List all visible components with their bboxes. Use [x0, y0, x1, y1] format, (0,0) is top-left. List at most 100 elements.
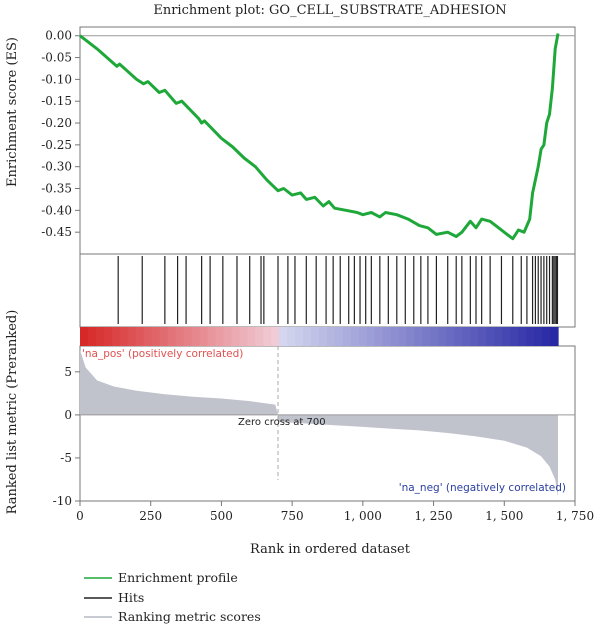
x-axis: 0 250 500 750 1, 000 1, 250 1, 500 1, 750	[76, 501, 594, 523]
heat-segment	[231, 327, 240, 346]
heat-segment	[151, 327, 161, 346]
es-y-tick-label: -0.45	[41, 225, 72, 239]
heat-segment	[430, 327, 440, 346]
heat-segment	[358, 327, 368, 346]
heat-segment	[223, 327, 232, 346]
es-y-tick-label: -0.40	[41, 203, 72, 217]
heat-segment	[87, 327, 97, 346]
heat-segment	[390, 327, 400, 346]
heat-segment	[502, 327, 511, 346]
rank-y-tick-label: 5	[64, 365, 72, 379]
heat-segment	[319, 327, 328, 346]
heat-segment	[326, 327, 336, 346]
heat-segment	[119, 327, 129, 346]
heat-segment	[135, 327, 145, 346]
heat-segment	[287, 327, 296, 346]
heat-segment	[342, 327, 352, 346]
heat-segment	[207, 327, 217, 346]
heat-segment	[303, 327, 312, 346]
x-tick-label: 750	[281, 509, 304, 523]
heat-segment	[95, 327, 105, 346]
x-tick-label: 0	[76, 509, 84, 523]
heat-segment	[159, 327, 169, 346]
heat-segment	[510, 327, 519, 346]
heat-segment	[486, 327, 495, 346]
heat-segment	[446, 327, 456, 346]
heat-segment	[526, 327, 535, 346]
ranked-metric-series	[80, 346, 575, 497]
heat-segment	[494, 327, 503, 346]
heat-segment	[80, 327, 89, 346]
heat-segment	[478, 327, 487, 346]
heat-segment	[350, 327, 360, 346]
es-y-axis: 0.00 -0.05 -0.10 -0.15 -0.20 -0.25 -0.30 -0.35 -…	[41, 29, 575, 239]
heat-segment	[382, 327, 392, 346]
heat-segment	[398, 327, 408, 346]
heat-segment	[374, 327, 384, 346]
heat-segment	[470, 327, 479, 346]
chart-title: Enrichment plot: GO_CELL_SUBSTRATE_ADHES…	[153, 3, 506, 18]
x-tick-label: 1, 250	[414, 509, 452, 523]
es-y-tick-label: -0.10	[41, 72, 72, 86]
heat-segment	[111, 327, 121, 346]
legend: Enrichment profile Hits Ranking metric s…	[84, 570, 261, 624]
x-tick-label: 1, 750	[556, 509, 594, 523]
es-y-tick-label: -0.25	[41, 138, 72, 152]
neg-correlated-label: 'na_neg' (negatively correlated)	[399, 482, 566, 494]
heat-segment	[199, 327, 209, 346]
legend-label-ranking: Ranking metric scores	[118, 609, 261, 624]
heat-segment	[271, 327, 280, 346]
correlation-heat-bar	[80, 327, 559, 346]
heat-segment	[454, 327, 464, 346]
es-y-tick-label: -0.35	[41, 182, 72, 196]
es-y-tick-label: 0.00	[45, 29, 72, 43]
pos-correlated-label: 'na_pos' (positively correlated)	[82, 348, 243, 360]
heat-segment	[295, 327, 304, 346]
heat-segment	[438, 327, 448, 346]
heat-segment	[542, 327, 551, 346]
es-y-tick-label: -0.05	[41, 51, 72, 65]
enrichment-profile-series	[79, 33, 560, 241]
x-axis-label: Rank in ordered dataset	[250, 542, 411, 557]
heat-segment	[175, 327, 185, 346]
rank-y-axis: 5 0 -5 -10	[53, 365, 80, 508]
heat-segment	[279, 327, 288, 346]
hits-panel-frame	[79, 253, 576, 328]
heat-segment	[143, 327, 153, 346]
heat-segment	[247, 327, 256, 346]
heat-segment	[366, 327, 376, 346]
hits-series	[117, 256, 559, 324]
heat-segment	[167, 327, 177, 346]
heat-segment	[127, 327, 137, 346]
x-tick-label: 250	[139, 509, 162, 523]
x-tick-label: 1, 000	[344, 509, 382, 523]
heat-segment	[334, 327, 344, 346]
rank-y-tick-label: 0	[64, 408, 72, 422]
es-y-axis-label: Enrichment score (ES)	[5, 37, 20, 187]
zero-cross-label: Zero cross at 700	[238, 417, 326, 428]
heat-segment	[215, 327, 225, 346]
heat-segment	[534, 327, 543, 346]
x-tick-label: 1, 500	[485, 509, 523, 523]
ranked-metric-area	[80, 350, 558, 497]
es-y-tick-label: -0.15	[41, 94, 72, 108]
heat-segment	[191, 327, 201, 346]
heat-segment	[103, 327, 113, 346]
es-y-tick-label: -0.30	[41, 160, 72, 174]
heat-segment	[422, 327, 432, 346]
es-panel-frame	[79, 26, 576, 255]
legend-label-hits: Hits	[118, 590, 144, 605]
heat-segment	[255, 327, 264, 346]
heat-segment	[462, 327, 471, 346]
rank-y-tick-label: -10	[53, 494, 72, 508]
es-y-tick-label: -0.20	[41, 116, 72, 130]
x-tick-label: 500	[210, 509, 233, 523]
heat-segment	[414, 327, 424, 346]
heat-segment	[183, 327, 193, 346]
rank-y-tick-label: -5	[60, 451, 72, 465]
heat-segment	[518, 327, 527, 346]
heat-segment	[263, 327, 272, 346]
heat-segment	[311, 327, 320, 346]
heat-segment	[550, 327, 559, 346]
